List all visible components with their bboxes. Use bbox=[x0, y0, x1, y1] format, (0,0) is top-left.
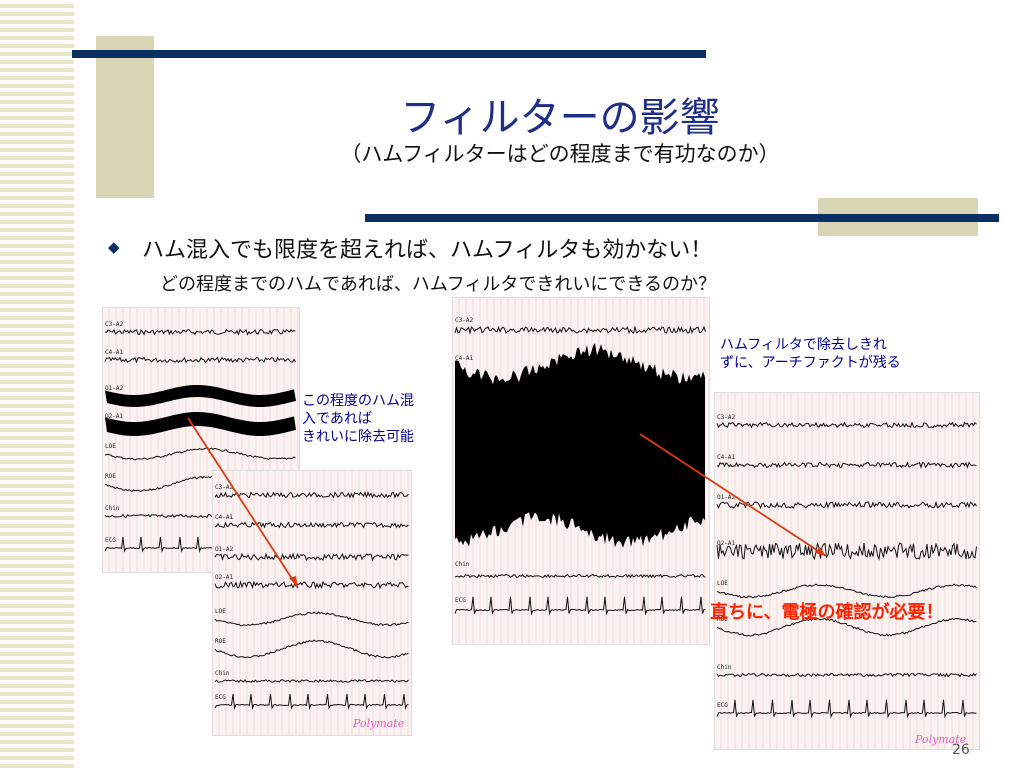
channel-label: ROE bbox=[105, 473, 116, 480]
eeg-trace bbox=[214, 639, 409, 659]
eeg-trace bbox=[214, 693, 409, 710]
channel-label: ROE bbox=[215, 638, 226, 645]
channel-label: ECG bbox=[215, 694, 226, 701]
hum-noise-band bbox=[455, 343, 705, 548]
eeg-trace bbox=[716, 699, 977, 719]
eeg-trace bbox=[716, 617, 977, 637]
eeg-panel-center: C3-A2 C4-A1 Chin ECG bbox=[452, 297, 710, 645]
eeg-trace bbox=[104, 356, 296, 364]
channel-label: LOE bbox=[717, 580, 728, 587]
note-line: ずに、アーチファクトが残る bbox=[720, 355, 901, 371]
channel-label: C3-A2 bbox=[105, 321, 123, 328]
channel-label: O1-A2 bbox=[215, 546, 233, 553]
eeg-trace bbox=[214, 580, 409, 590]
hum-noise-band bbox=[105, 385, 296, 407]
channel-label: O2-A1 bbox=[215, 574, 233, 581]
eeg-trace bbox=[214, 611, 409, 627]
channel-label: ECG bbox=[455, 597, 466, 604]
channel-label: O2-A1 bbox=[105, 413, 123, 420]
top-rule bbox=[72, 50, 706, 58]
eeg-trace bbox=[716, 583, 977, 599]
channel-label: C3-A2 bbox=[717, 414, 735, 421]
eeg-trace bbox=[214, 521, 409, 529]
channel-label: ECG bbox=[717, 702, 728, 709]
title-accent-block bbox=[96, 36, 154, 198]
eeg-panel-bottom-left: C3-A2 C4-A1 O1-A2 O2-A1 LOE ROE Chin ECG Polyma… bbox=[212, 470, 412, 736]
channel-label: ROE bbox=[717, 616, 728, 623]
eeg-trace bbox=[454, 573, 706, 579]
eeg-trace bbox=[716, 672, 977, 678]
channel-label: Chin bbox=[717, 664, 732, 671]
eeg-trace bbox=[716, 421, 977, 429]
eeg-panel-right: C3-A2 C4-A1 O1-A2 O2-A1 LOE ROE Chin ECG Polyma… bbox=[714, 392, 980, 750]
slide-subtitle: （ハムフィルターはどの程度まで有功なのか） bbox=[340, 142, 780, 166]
brand-label: Polymate bbox=[353, 717, 405, 730]
eeg-trace bbox=[214, 552, 409, 562]
decorative-stripes bbox=[0, 0, 74, 768]
channel-label: C4-A1 bbox=[455, 355, 473, 362]
brand-label: Polymate bbox=[915, 733, 967, 746]
diamond-bullet-icon: ◆ bbox=[108, 238, 120, 256]
eeg-trace bbox=[454, 325, 706, 335]
note-line: この程度のハム混 bbox=[302, 393, 414, 409]
channel-label: C4-A1 bbox=[717, 454, 735, 461]
channel-label: C4-A1 bbox=[105, 349, 123, 356]
eeg-trace bbox=[214, 491, 409, 499]
eeg-trace bbox=[104, 328, 296, 336]
channel-label: C3-A2 bbox=[455, 317, 473, 324]
channel-label: LOE bbox=[105, 443, 116, 450]
note-line: 入であれば bbox=[302, 411, 372, 427]
channel-label: O1-A2 bbox=[105, 385, 123, 392]
eeg-trace bbox=[214, 678, 409, 683]
hum-noise-band bbox=[105, 412, 296, 436]
warning-text: 直ちに、電極の確認が必要！ bbox=[710, 602, 944, 623]
sub-bullet-text: どの程度までのハムであれば、ハムフィルタできれいにできるのか？ bbox=[160, 274, 717, 295]
channel-label: Chin bbox=[105, 505, 120, 512]
note-line: きれいに除去可能 bbox=[302, 429, 414, 445]
channel-label: Chin bbox=[215, 670, 230, 677]
eeg-trace bbox=[454, 596, 706, 616]
note-line: ハムフィルタで除去しきれ bbox=[720, 337, 887, 353]
channel-label: O1-A2 bbox=[717, 494, 735, 501]
page-number: 26 bbox=[952, 742, 970, 758]
channel-label: C4-A1 bbox=[215, 514, 233, 521]
channel-label: Chin bbox=[455, 561, 470, 568]
middle-rule bbox=[365, 214, 999, 222]
channel-label: ECG bbox=[105, 537, 116, 544]
channel-label: C3-A2 bbox=[215, 484, 233, 491]
bullet-text: ハム混入でも限度を超えれば、ハムフィルタも効かない！ bbox=[142, 238, 713, 263]
note-right: ハムフィルタで除去しきれ ずに、アーチファクトが残る bbox=[720, 336, 960, 372]
note-left: この程度のハム混 入であれば きれいに除去可能 bbox=[302, 392, 450, 446]
slide-title: フィルターの影響 bbox=[400, 95, 720, 141]
channel-label: LOE bbox=[215, 608, 226, 615]
